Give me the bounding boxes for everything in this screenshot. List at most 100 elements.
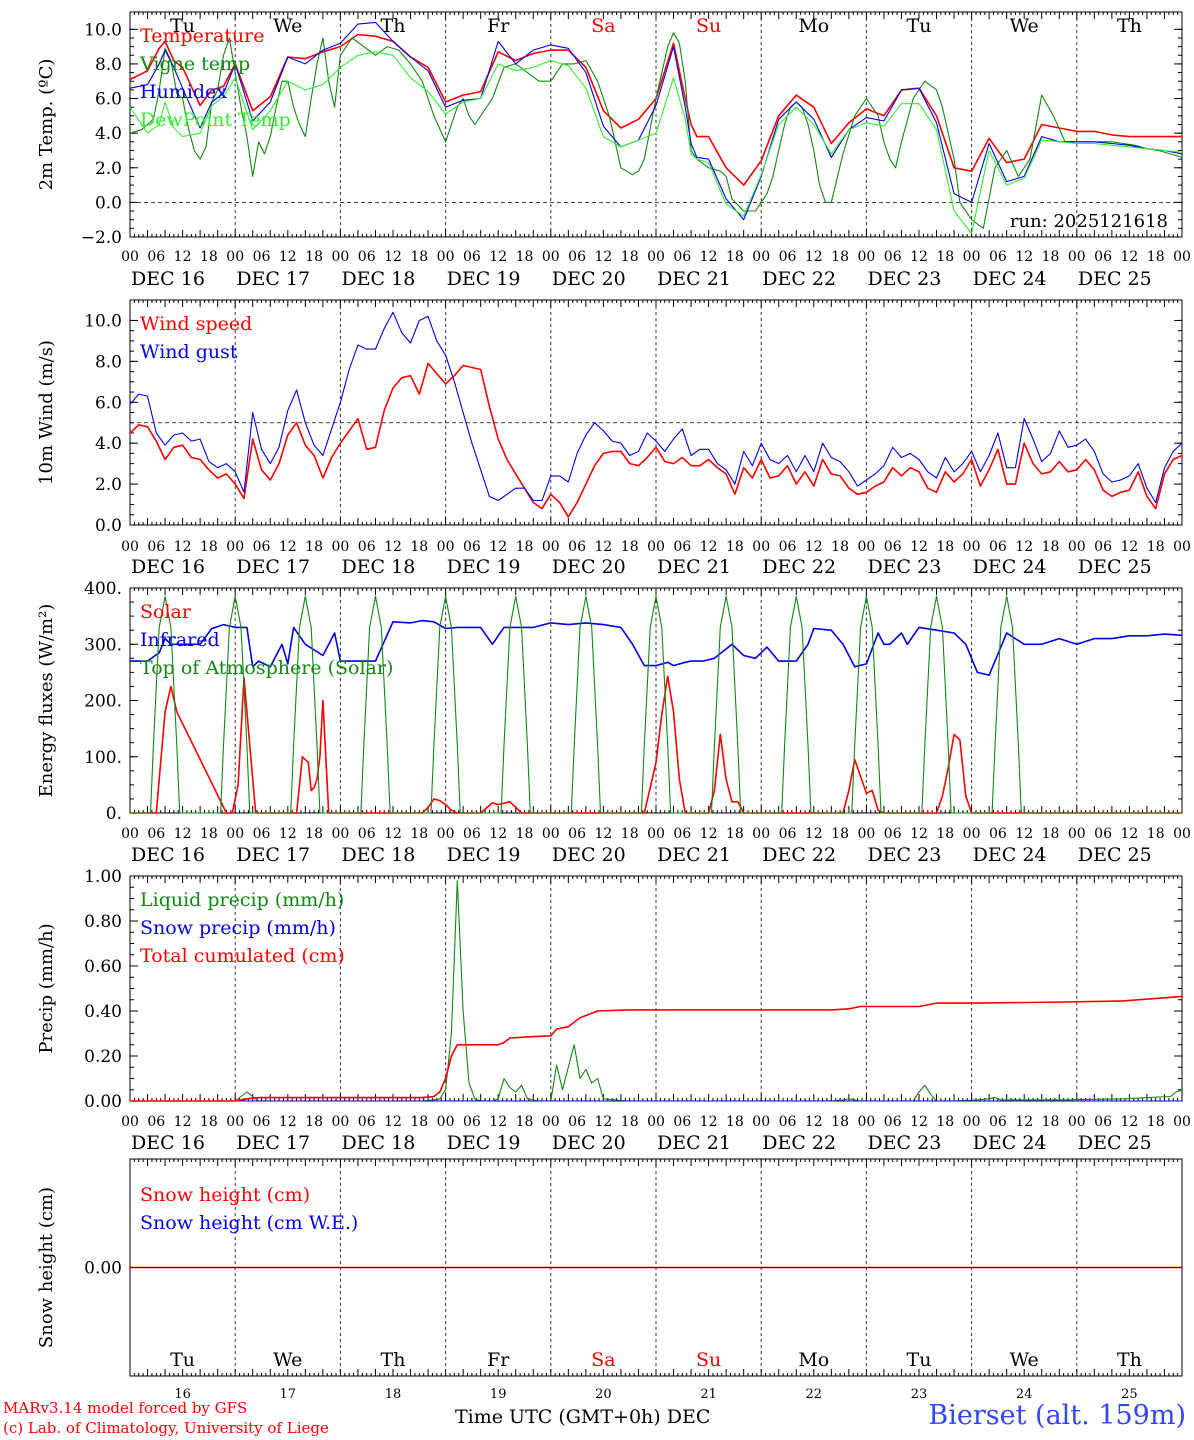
- series-line: [130, 619, 1183, 677]
- date-label: DEC 24: [973, 1132, 1047, 1154]
- date-label: DEC 17: [236, 268, 310, 290]
- weekday-label: We: [273, 1349, 302, 1371]
- panel-snow: 0.00 Snow height (cm) Snow height (cm) Snow…: [36, 1158, 1183, 1402]
- hour-tick-label: 06: [779, 1114, 797, 1130]
- y-tick-label: 0.0: [95, 193, 122, 213]
- hour-tick-label: 06: [1094, 826, 1112, 842]
- date-label: DEC 22: [762, 1132, 836, 1154]
- y-tick-label: 2.0: [95, 475, 122, 495]
- hour-tick-label: 18: [831, 539, 849, 555]
- hour-tick-label: 12: [700, 826, 718, 842]
- hour-tick-label: 06: [884, 826, 902, 842]
- weekday-label: Th: [1117, 1349, 1142, 1371]
- date-label: DEC 18: [341, 268, 415, 290]
- hour-tick-label: 06: [253, 249, 271, 265]
- y-tick-label: 0.00: [84, 1092, 122, 1112]
- hour-tick-label: 12: [594, 1114, 612, 1130]
- hour-tick-label: 18: [410, 826, 428, 842]
- date-label: DEC 18: [341, 556, 415, 578]
- hour-tick-label: 12: [805, 249, 823, 265]
- hour-tick-label: 12: [805, 1114, 823, 1130]
- legend-entry: Total cumulated (cm): [140, 945, 345, 967]
- date-label: DEC 23: [867, 556, 941, 578]
- panel-precip: 0.00 0.20 0.40 0.60 0.80 1.00 Precip (mm/h) Liq…: [36, 867, 1191, 1154]
- date-label: DEC 16: [131, 1132, 205, 1154]
- hour-tick-label: 06: [358, 1114, 376, 1130]
- date-label: DEC 16: [131, 556, 205, 578]
- weekday-label: Tu: [170, 15, 195, 37]
- y-axis-title: 2m Temp. (ºC): [36, 59, 57, 191]
- hour-tick-label: 00: [857, 539, 875, 555]
- weekday-label: Tu: [907, 15, 932, 37]
- hour-tick-label: 12: [1015, 1114, 1033, 1130]
- legend-entry: DewPoint Temp: [140, 109, 291, 131]
- series-line: [129, 21, 1183, 221]
- hour-tick-label: 12: [174, 249, 192, 265]
- hour-tick-label: 18: [936, 249, 954, 265]
- hour-tick-label: 18: [621, 826, 639, 842]
- hour-tick-label: 00: [331, 1114, 349, 1130]
- station-name: Bierset (alt. 159m): [928, 1400, 1186, 1431]
- hour-tick-label: 00: [752, 249, 770, 265]
- hour-tick-label: 00: [857, 826, 875, 842]
- plot-frame: [129, 587, 1183, 814]
- y-tick-label: 4.0: [95, 434, 122, 454]
- weekday-label: Th: [381, 15, 406, 37]
- hour-tick-label: 06: [358, 826, 376, 842]
- hour-tick-label: 00: [226, 249, 244, 265]
- day-number-label: 17: [280, 1387, 297, 1402]
- hour-tick-label: 12: [805, 539, 823, 555]
- hour-tick-label: 18: [1042, 1114, 1060, 1130]
- y-tick-label: 8.0: [95, 55, 122, 75]
- hour-tick-label: 18: [516, 826, 534, 842]
- legend-entry: Vigne temp: [139, 53, 250, 75]
- hour-tick-label: 18: [305, 539, 323, 555]
- y-axis-title: 10m Wind (m/s): [36, 340, 57, 485]
- date-label: DEC 19: [447, 556, 521, 578]
- hour-tick-label: 18: [516, 1114, 534, 1130]
- weekday-label: Mo: [798, 1349, 829, 1371]
- y-axis-title: Precip (mm/h): [36, 923, 57, 1053]
- hour-tick-label: 12: [1120, 249, 1138, 265]
- date-label: DEC 19: [447, 844, 521, 866]
- y-tick-label: 6.0: [95, 90, 122, 110]
- hour-tick-label: 06: [568, 1114, 586, 1130]
- hour-tick-label: 18: [1042, 826, 1060, 842]
- date-label: DEC 21: [657, 1132, 731, 1154]
- hour-tick-label: 18: [305, 826, 323, 842]
- date-label: DEC 19: [447, 1132, 521, 1154]
- hour-tick-label: 12: [910, 1114, 928, 1130]
- hour-tick-label: 06: [568, 826, 586, 842]
- hour-tick-label: 12: [594, 249, 612, 265]
- weekday-label: We: [1010, 15, 1039, 37]
- hour-tick-label: 12: [489, 539, 507, 555]
- hour-tick-label: 06: [463, 1114, 481, 1130]
- weekday-label: Th: [381, 1349, 406, 1371]
- hour-tick-label: 00: [121, 249, 139, 265]
- hour-tick-label: 12: [910, 826, 928, 842]
- y-tick-label: 8.0: [95, 352, 122, 372]
- hour-tick-label: 18: [516, 539, 534, 555]
- weekday-label: Su: [696, 1349, 721, 1371]
- hour-tick-label: 00: [1068, 539, 1086, 555]
- hour-tick-label: 00: [437, 826, 455, 842]
- hour-tick-label: 06: [989, 249, 1007, 265]
- hour-tick-label: 00: [437, 249, 455, 265]
- panel-temperature: −2.0 0.0 2.0 4.0 6.0 8.0 10.0 2m Temp. (ºC) Temp…: [36, 11, 1191, 290]
- y-tick-label: 0.80: [84, 912, 122, 932]
- weekday-label: Tu: [907, 1349, 932, 1371]
- hour-tick-label: 12: [279, 249, 297, 265]
- hour-tick-label: 18: [621, 539, 639, 555]
- hour-tick-label: 00: [647, 249, 665, 265]
- hour-tick-label: 18: [726, 826, 744, 842]
- hour-tick-label: 12: [594, 826, 612, 842]
- hour-tick-label: 00: [1068, 826, 1086, 842]
- hour-tick-label: 00: [331, 826, 349, 842]
- hour-tick-label: 00: [963, 826, 981, 842]
- y-tick-label: 200.: [84, 692, 122, 712]
- hour-tick-label: 12: [489, 249, 507, 265]
- hour-tick-label: 06: [884, 539, 902, 555]
- series-line: [130, 995, 1183, 1102]
- series-line: [130, 595, 1182, 814]
- y-tick-label: 0.0: [95, 516, 122, 536]
